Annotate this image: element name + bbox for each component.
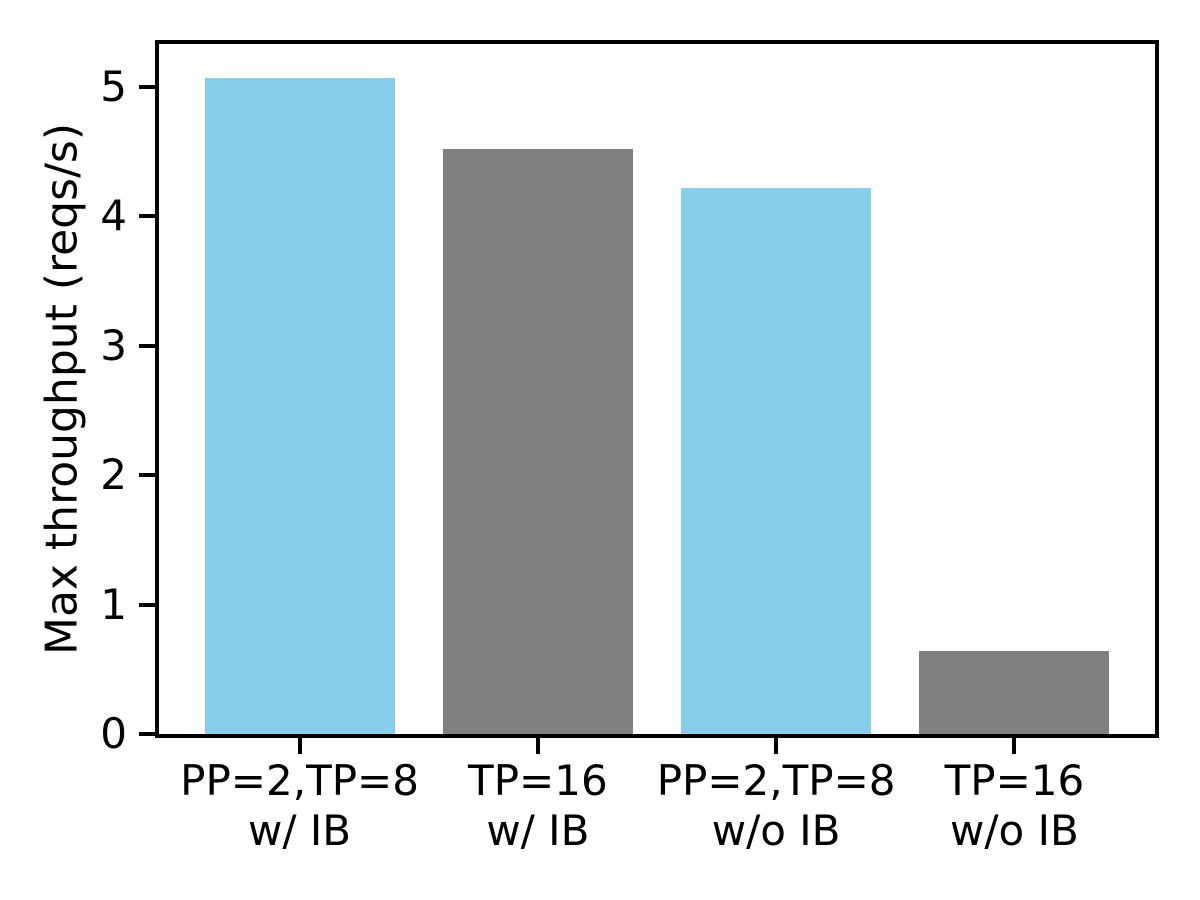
x-tick-mark-4 [1012,738,1017,754]
x-tick-label-1: PP=2,TP=8 w/ IB [180,756,419,855]
y-tick-label-4: 4 [100,191,127,241]
y-tick-mark-3 [139,343,155,348]
plot-inner [159,44,1155,734]
y-tick-label-5: 5 [100,61,127,111]
bar-1 [204,78,395,734]
bar-4 [919,651,1110,734]
x-tick-mark-2 [535,738,540,754]
y-tick-label-2: 2 [100,450,127,500]
y-tick-mark-0 [139,732,155,736]
bar-3 [681,188,872,734]
x-tick-mark-3 [774,738,779,754]
bar-2 [442,149,633,734]
y-tick-label-3: 3 [100,320,127,370]
x-tick-mark-1 [297,738,302,754]
y-tick-label-0: 0 [100,709,127,758]
y-tick-mark-5 [139,84,155,89]
x-tick-label-3: PP=2,TP=8 w/o IB [656,756,896,855]
y-tick-mark-4 [139,214,155,219]
x-tick-label-2: TP=16 w/ IB [468,756,608,855]
plot-area [155,40,1159,738]
y-tick-mark-2 [139,473,155,478]
y-tick-mark-1 [139,602,155,607]
y-tick-label-1: 1 [100,579,127,629]
x-tick-label-4: TP=16 w/o IB [944,756,1085,855]
